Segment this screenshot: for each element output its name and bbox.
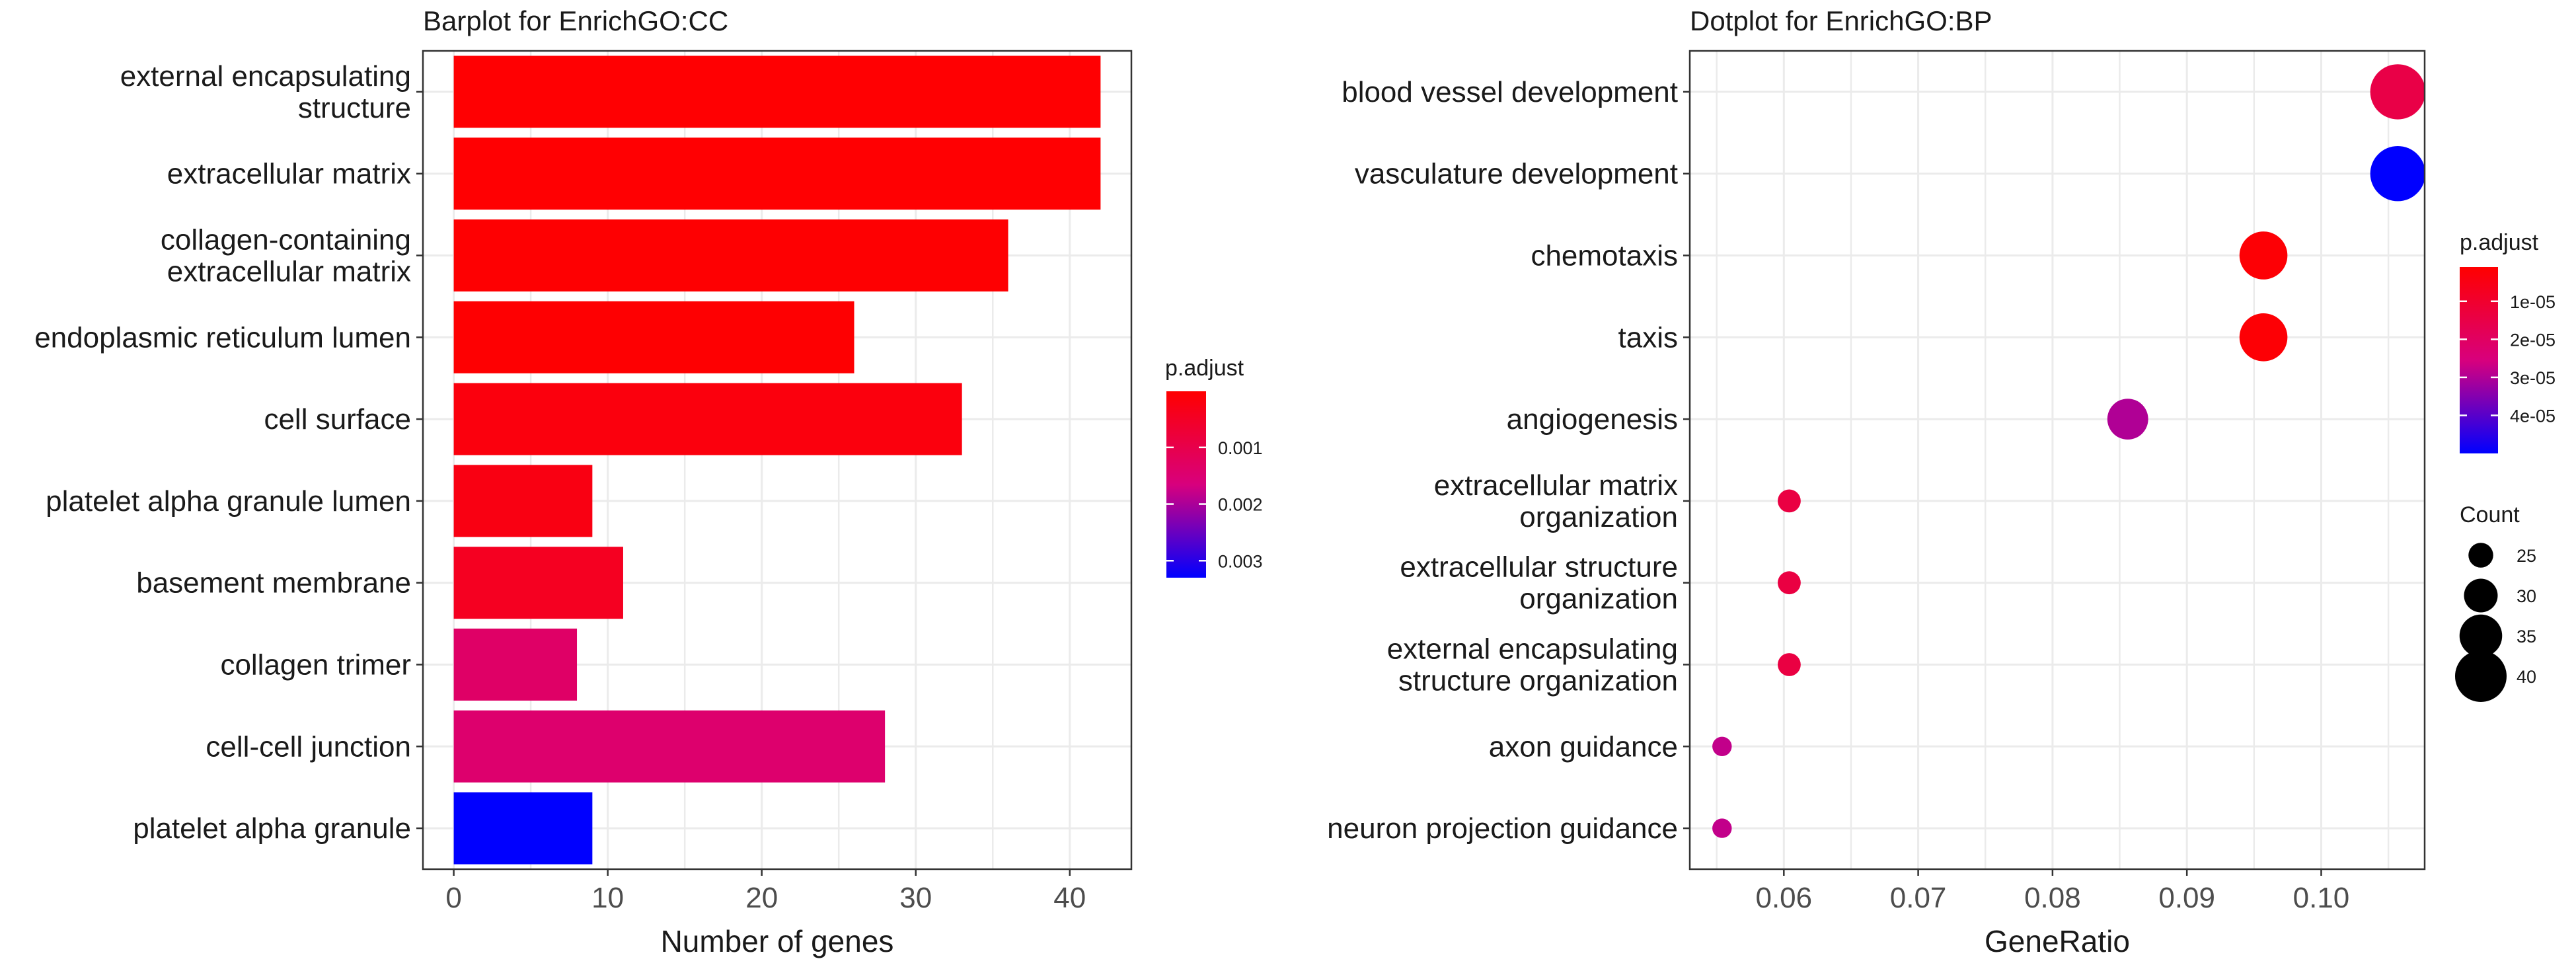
dotplot-category-label: chemotaxis xyxy=(1531,240,1678,272)
dotplot-category-label: vasculature development xyxy=(1355,158,1678,190)
dotplot-legend-tick-label: 1e-05 xyxy=(2510,292,2556,312)
barplot-bar xyxy=(453,137,1101,210)
barplot-x-ticks: 0 10 20 30 40 xyxy=(445,869,1086,914)
dotplot-point xyxy=(2239,231,2288,280)
barplot-category-label: cell-cell junction xyxy=(206,730,411,763)
dotplot-category-label: blood vessel development xyxy=(1342,76,1678,108)
dotplot-color-legend: p.adjust 1e-05 2e-05 3e-05 4e-05 xyxy=(2460,230,2556,453)
dotplot-category-label: neuron projection guidance xyxy=(1327,812,1678,845)
barplot-category-label: extracellular matrix xyxy=(167,158,411,190)
barplot-category-label: platelet alpha granule xyxy=(133,812,411,845)
barplot-bar xyxy=(453,383,962,455)
dotplot-point xyxy=(1778,653,1801,676)
dotplot-legend-tick-label: 2e-05 xyxy=(2510,330,2556,350)
dotplot-color-legend-title: p.adjust xyxy=(2460,230,2539,255)
barplot-x-tick-label: 0 xyxy=(445,882,461,914)
dotplot-point xyxy=(1778,571,1801,595)
barplot-bars xyxy=(453,56,1101,865)
dotplot-size-legend-title: Count xyxy=(2460,502,2520,527)
barplot-category-label: collagen-containing extracellular matrix xyxy=(161,224,411,288)
dotplot-category-labels: blood vessel development vasculature deve… xyxy=(1327,76,1690,845)
dotplot-point xyxy=(1778,489,1801,513)
barplot-legend-tick-label: 0.003 xyxy=(1218,551,1263,571)
barplot-legend-ticks: 0.001 0.002 0.003 xyxy=(1166,438,1263,571)
barplot-category-label: platelet alpha granule lumen xyxy=(46,485,411,518)
dotplot-point xyxy=(2370,64,2426,120)
barplot-bar xyxy=(453,629,578,701)
dotplot-x-tick-label: 0.07 xyxy=(1890,882,1947,914)
dotplot-size-key xyxy=(2468,543,2493,568)
barplot-bar xyxy=(453,56,1101,128)
barplot-bar xyxy=(453,547,623,619)
barplot-x-tick-label: 20 xyxy=(745,882,778,914)
dotplot-panel: Dotplot for EnrichGO:BP blood vessel dev… xyxy=(1327,5,2556,958)
dotplot-x-ticks: 0.06 0.07 0.08 0.09 0.10 xyxy=(1755,869,2349,914)
dotplot-size-key-label: 35 xyxy=(2517,627,2536,646)
dotplot-x-tick-label: 0.09 xyxy=(2158,882,2215,914)
barplot-bar xyxy=(453,301,854,373)
dotplot-point xyxy=(2370,146,2426,202)
barplot-legend-title: p.adjust xyxy=(1165,356,1244,381)
dotplot-plot-background xyxy=(1690,51,2425,869)
barplot-x-tick-label: 10 xyxy=(591,882,624,914)
dotplot-category-label: extracellular structure organization xyxy=(1400,551,1678,615)
barplot-frame xyxy=(422,50,1133,870)
dotplot-size-key-label: 30 xyxy=(2517,586,2536,606)
barplot-legend-tick-label: 0.001 xyxy=(1218,438,1263,458)
dotplot-x-tick-label: 0.06 xyxy=(1755,882,1812,914)
barplot-category-label: collagen trimer xyxy=(220,649,411,681)
barplot-category-label: cell surface xyxy=(264,403,411,436)
dotplot-point xyxy=(1712,818,1732,838)
dotplot-size-legend: Count 25 30 35 40 xyxy=(2455,502,2536,702)
dotplot-category-label: taxis xyxy=(1618,321,1678,354)
barplot-legend-tick-label: 0.002 xyxy=(1218,495,1263,515)
dotplot-size-key xyxy=(2455,650,2507,702)
barplot-legend-colorbar xyxy=(1166,391,1206,578)
dotplot-legend-tick-label: 3e-05 xyxy=(2510,368,2556,388)
dotplot-category-label: axon guidance xyxy=(1489,730,1678,763)
barplot-title: Barplot for EnrichGO:CC xyxy=(423,5,728,36)
dotplot-size-legend-keys: 25 30 35 40 xyxy=(2455,543,2536,702)
dotplot-title: Dotplot for EnrichGO:BP xyxy=(1690,5,1992,36)
dotplot-legend-colorbar xyxy=(2460,267,2498,453)
barplot-x-axis-title: Number of genes xyxy=(661,924,894,958)
barplot-category-labels: external encapsulating structure extracell… xyxy=(34,60,423,845)
barplot-bar xyxy=(453,219,1008,291)
barplot-x-tick-label: 40 xyxy=(1053,882,1086,914)
barplot-x-tick-label: 30 xyxy=(899,882,932,914)
barplot-category-label: external encapsulating structure xyxy=(120,60,411,124)
barplot-bar xyxy=(453,792,593,865)
dotplot-point xyxy=(2107,399,2148,440)
barplot-category-label: basement membrane xyxy=(136,567,411,600)
dotplot-frame xyxy=(1688,50,2426,870)
dotplot-size-key-label: 40 xyxy=(2517,667,2536,687)
dotplot-size-key xyxy=(2464,578,2498,613)
barplot-bar xyxy=(453,465,593,537)
dotplot-color-legend-ticks: 1e-05 2e-05 3e-05 4e-05 xyxy=(2460,292,2556,426)
barplot-color-legend: p.adjust 0.001 0.002 0.003 xyxy=(1165,356,1263,578)
barplot-bar xyxy=(453,710,886,783)
dotplot-size-key xyxy=(2459,614,2503,658)
dotplot-legend-tick-label: 4e-05 xyxy=(2510,406,2556,426)
dotplot-x-tick-label: 0.10 xyxy=(2293,882,2350,914)
dotplot-points xyxy=(1712,64,2426,838)
dotplot-category-label: external encapsulating structure organiza… xyxy=(1387,633,1678,697)
dotplot-x-tick-label: 0.08 xyxy=(2024,882,2081,914)
barplot-category-label: endoplasmic reticulum lumen xyxy=(34,321,411,354)
dotplot-category-label: angiogenesis xyxy=(1507,403,1678,436)
dotplot-x-axis-title: GeneRatio xyxy=(1985,924,2130,958)
dotplot-size-key-label: 25 xyxy=(2517,546,2536,566)
dotplot-point xyxy=(1712,736,1732,757)
dotplot-category-label: extracellular matrix organization xyxy=(1434,469,1678,533)
barplot-panel: Barplot for EnrichGO:CC external encapsu… xyxy=(34,5,1262,958)
dotplot-point xyxy=(2239,313,2288,362)
dotplot-gridlines xyxy=(1690,51,2425,869)
